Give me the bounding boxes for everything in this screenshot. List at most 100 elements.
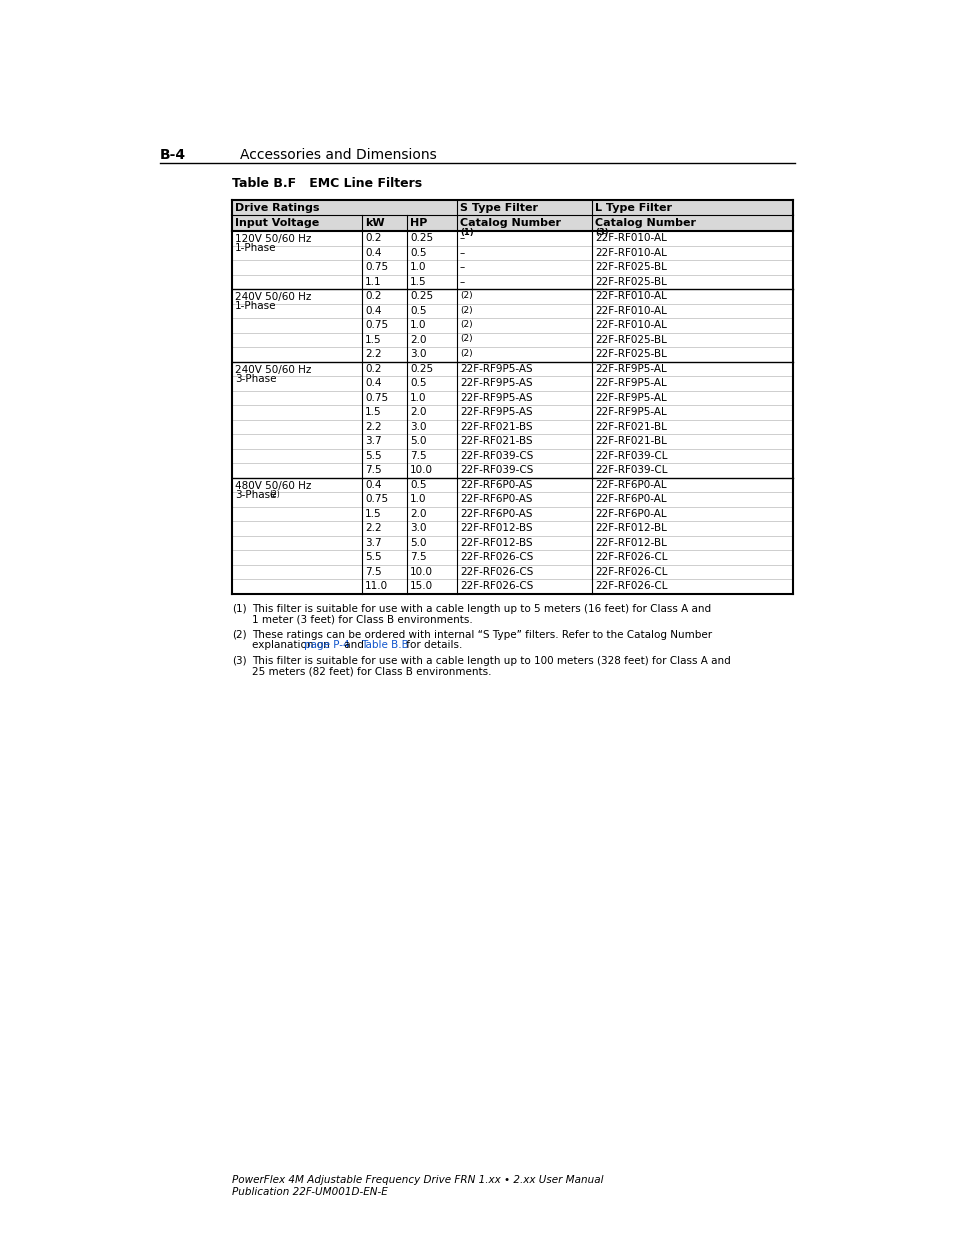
Text: 22F-RF6P0-AS: 22F-RF6P0-AS (459, 479, 532, 490)
Bar (232, 347, 792, 362)
Text: 22F-RF6P0-AL: 22F-RF6P0-AL (595, 494, 666, 504)
Text: 5.5: 5.5 (365, 451, 381, 461)
Text: Input Voltage: Input Voltage (234, 219, 319, 228)
Text: 2.2: 2.2 (365, 421, 381, 432)
Text: 22F-RF026-CS: 22F-RF026-CS (459, 567, 533, 577)
Text: 1 meter (3 feet) for Class B environments.: 1 meter (3 feet) for Class B environment… (252, 615, 473, 625)
Text: 3.7: 3.7 (365, 537, 381, 548)
Bar (232, 433, 792, 448)
Bar (232, 463, 792, 478)
Bar (232, 536, 792, 550)
Text: 1-Phase: 1-Phase (234, 243, 276, 253)
Text: (2): (2) (459, 350, 472, 358)
Text: (2): (2) (459, 305, 472, 315)
Text: 22F-RF025-BL: 22F-RF025-BL (595, 335, 666, 345)
Text: (1): (1) (232, 604, 247, 614)
Text: for details.: for details. (402, 641, 462, 651)
Text: 0.75: 0.75 (365, 494, 388, 504)
Text: and: and (340, 641, 367, 651)
Text: 22F-RF026-CL: 22F-RF026-CL (595, 552, 667, 562)
Text: 1.5: 1.5 (365, 335, 381, 345)
Text: 22F-RF021-BS: 22F-RF021-BS (459, 421, 532, 432)
Text: 22F-RF6P0-AS: 22F-RF6P0-AS (459, 494, 532, 504)
Text: 22F-RF9P5-AL: 22F-RF9P5-AL (595, 408, 666, 417)
Bar (232, 215, 792, 231)
Bar (232, 375, 792, 390)
Bar (232, 506, 792, 521)
Text: L Type Filter: L Type Filter (595, 203, 671, 212)
Text: 5.5: 5.5 (365, 552, 381, 562)
Text: 0.25: 0.25 (410, 233, 433, 243)
Text: Drive Ratings: Drive Ratings (234, 203, 319, 212)
Text: Table B.B: Table B.B (360, 641, 408, 651)
Bar (232, 405, 792, 420)
Text: 22F-RF012-BS: 22F-RF012-BS (459, 524, 532, 534)
Text: 0.75: 0.75 (365, 262, 388, 272)
Text: (3): (3) (232, 656, 247, 666)
Text: (2): (2) (459, 320, 472, 329)
Text: 22F-RF012-BS: 22F-RF012-BS (459, 537, 532, 548)
Text: 1.5: 1.5 (410, 277, 426, 287)
Text: 1.0: 1.0 (410, 393, 426, 403)
Text: 22F-RF010-AL: 22F-RF010-AL (595, 291, 666, 301)
Text: 5.0: 5.0 (410, 537, 426, 548)
Text: 22F-RF012-BL: 22F-RF012-BL (595, 537, 666, 548)
Text: 22F-RF021-BL: 22F-RF021-BL (595, 421, 666, 432)
Bar (232, 550, 792, 564)
Text: HP: HP (410, 219, 427, 228)
Text: 1.5: 1.5 (365, 408, 381, 417)
Text: 1.5: 1.5 (365, 509, 381, 519)
Text: Table B.F   EMC Line Filters: Table B.F EMC Line Filters (232, 177, 421, 190)
Text: 0.2: 0.2 (365, 291, 381, 301)
Text: 0.5: 0.5 (410, 378, 426, 388)
Text: 1-Phase: 1-Phase (234, 301, 276, 311)
Bar (232, 478, 792, 492)
Bar (232, 332, 792, 347)
Text: 22F-RF9P5-AS: 22F-RF9P5-AS (459, 408, 532, 417)
Text: –: – (459, 248, 465, 258)
Text: 0.5: 0.5 (410, 248, 426, 258)
Text: 0.4: 0.4 (365, 378, 381, 388)
Text: 22F-RF026-CS: 22F-RF026-CS (459, 582, 533, 592)
Text: Catalog Number: Catalog Number (459, 219, 560, 228)
Text: 240V 50/60 Hz: 240V 50/60 Hz (234, 364, 311, 374)
Text: 25 meters (82 feet) for Class B environments.: 25 meters (82 feet) for Class B environm… (252, 667, 491, 677)
Text: 2.2: 2.2 (365, 524, 381, 534)
Text: 3.7: 3.7 (365, 436, 381, 446)
Text: 10.0: 10.0 (410, 567, 433, 577)
Text: 240V 50/60 Hz: 240V 50/60 Hz (234, 291, 311, 303)
Text: explanation on: explanation on (252, 641, 333, 651)
Text: 22F-RF9P5-AS: 22F-RF9P5-AS (459, 378, 532, 388)
Bar (232, 362, 792, 375)
Text: (2): (2) (459, 335, 472, 343)
Text: 22F-RF012-BL: 22F-RF012-BL (595, 524, 666, 534)
Text: 7.5: 7.5 (410, 451, 426, 461)
Text: 22F-RF9P5-AL: 22F-RF9P5-AL (595, 364, 666, 374)
Text: 15.0: 15.0 (410, 582, 433, 592)
Text: 22F-RF026-CL: 22F-RF026-CL (595, 567, 667, 577)
Text: 22F-RF039-CS: 22F-RF039-CS (459, 451, 533, 461)
Text: page P-4: page P-4 (304, 641, 349, 651)
Text: –: – (459, 233, 465, 243)
Text: S Type Filter: S Type Filter (459, 203, 537, 212)
Text: 22F-RF039-CL: 22F-RF039-CL (595, 451, 667, 461)
Text: 22F-RF010-AL: 22F-RF010-AL (595, 320, 666, 330)
Text: PowerFlex 4M Adjustable Frequency Drive FRN 1.xx • 2.xx User Manual: PowerFlex 4M Adjustable Frequency Drive … (232, 1174, 603, 1186)
Text: 0.4: 0.4 (365, 479, 381, 490)
Text: 3-Phase: 3-Phase (234, 489, 276, 499)
Text: Publication 22F-UM001D-EN-E: Publication 22F-UM001D-EN-E (232, 1187, 387, 1197)
Text: (2): (2) (269, 489, 279, 499)
Bar (232, 521, 792, 536)
Text: 2.2: 2.2 (365, 350, 381, 359)
Text: 0.4: 0.4 (365, 248, 381, 258)
Text: 7.5: 7.5 (410, 552, 426, 562)
Text: 3.0: 3.0 (410, 350, 426, 359)
Bar (232, 231, 792, 246)
Text: 0.4: 0.4 (365, 306, 381, 316)
Text: 1.0: 1.0 (410, 262, 426, 272)
Text: 22F-RF6P0-AL: 22F-RF6P0-AL (595, 479, 666, 490)
Text: (1): (1) (459, 227, 473, 236)
Text: 10.0: 10.0 (410, 466, 433, 475)
Text: 22F-RF6P0-AS: 22F-RF6P0-AS (459, 509, 532, 519)
Text: 22F-RF021-BL: 22F-RF021-BL (595, 436, 666, 446)
